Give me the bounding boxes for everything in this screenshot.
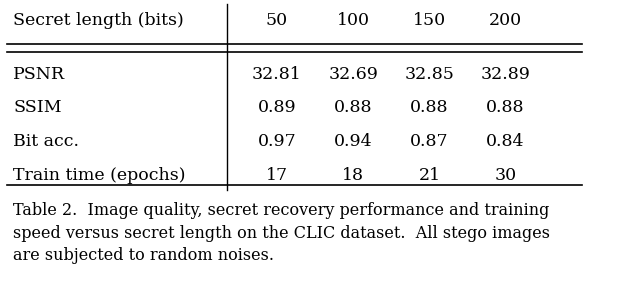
- Text: Table 2.  Image quality, secret recovery performance and training
speed versus s: Table 2. Image quality, secret recovery …: [13, 202, 550, 264]
- Text: SSIM: SSIM: [13, 99, 61, 116]
- Text: 0.88: 0.88: [410, 99, 449, 116]
- Text: 30: 30: [495, 167, 516, 184]
- Text: 32.89: 32.89: [481, 65, 531, 83]
- Text: 0.94: 0.94: [334, 133, 372, 150]
- Text: 18: 18: [342, 167, 364, 184]
- Text: 0.97: 0.97: [257, 133, 296, 150]
- Text: Secret length (bits): Secret length (bits): [13, 12, 184, 29]
- Text: 0.87: 0.87: [410, 133, 449, 150]
- Text: Bit acc.: Bit acc.: [13, 133, 79, 150]
- Text: 0.88: 0.88: [486, 99, 525, 116]
- Text: 32.69: 32.69: [328, 65, 378, 83]
- Text: 50: 50: [266, 12, 288, 29]
- Text: 32.81: 32.81: [252, 65, 302, 83]
- Text: 100: 100: [337, 12, 370, 29]
- Text: 0.89: 0.89: [258, 99, 296, 116]
- Text: 21: 21: [419, 167, 440, 184]
- Text: PSNR: PSNR: [13, 65, 65, 83]
- Text: 0.84: 0.84: [486, 133, 525, 150]
- Text: 0.88: 0.88: [334, 99, 372, 116]
- Text: 150: 150: [413, 12, 446, 29]
- Text: 32.85: 32.85: [404, 65, 454, 83]
- Text: 17: 17: [266, 167, 288, 184]
- Text: Train time (epochs): Train time (epochs): [13, 167, 186, 184]
- Text: 200: 200: [489, 12, 522, 29]
